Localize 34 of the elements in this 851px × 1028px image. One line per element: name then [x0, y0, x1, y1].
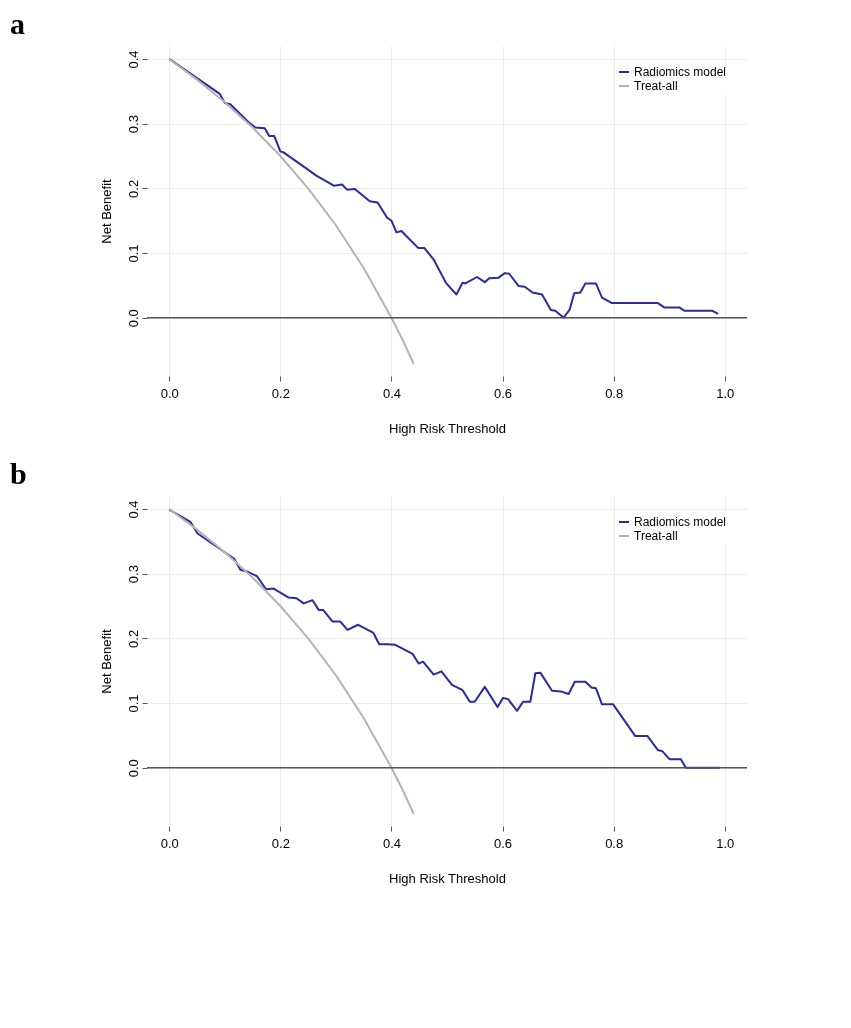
y-axis-title: Net Benefit	[98, 628, 114, 694]
x-tick-label: 0.0	[160, 835, 179, 851]
legend-label: Treat-all	[634, 529, 678, 543]
x-axis-title: High Risk Threshold	[389, 870, 506, 886]
x-tick-label: 0.2	[271, 385, 290, 401]
legend-label: Radiomics model	[634, 65, 727, 79]
y-tick-label: 0.0	[125, 759, 141, 778]
x-tick-label: 0.8	[605, 385, 624, 401]
x-tick-label: 0.8	[605, 835, 624, 851]
x-tick-label: 0.6	[494, 385, 513, 401]
legend-label: Treat-all	[634, 79, 678, 93]
y-tick-label: 0.3	[125, 115, 141, 134]
y-tick-label: 0.4	[125, 500, 141, 519]
x-tick-label: 0.2	[271, 835, 290, 851]
y-tick-label: 0.2	[125, 629, 141, 648]
y-tick-label: 0.4	[125, 50, 141, 69]
x-axis-title: High Risk Threshold	[389, 420, 506, 436]
x-tick-label: 0.0	[160, 385, 179, 401]
x-tick-label: 1.0	[716, 385, 735, 401]
x-tick-label: 0.4	[382, 835, 401, 851]
legend-label: Radiomics model	[634, 515, 727, 529]
y-axis-title: Net Benefit	[98, 178, 114, 244]
x-tick-label: 0.6	[494, 835, 513, 851]
chart-title: b	[10, 457, 27, 490]
y-tick-label: 0.1	[125, 694, 141, 713]
line-series	[168, 507, 415, 815]
y-tick-label: 0.3	[125, 565, 141, 584]
x-tick-label: 1.0	[716, 835, 735, 851]
x-tick-label: 0.4	[382, 385, 401, 401]
y-tick-label: 0.1	[125, 244, 141, 263]
line-series	[168, 57, 415, 365]
chart-title: a	[10, 7, 25, 40]
y-tick-label: 0.0	[125, 309, 141, 328]
y-tick-label: 0.2	[125, 179, 141, 198]
